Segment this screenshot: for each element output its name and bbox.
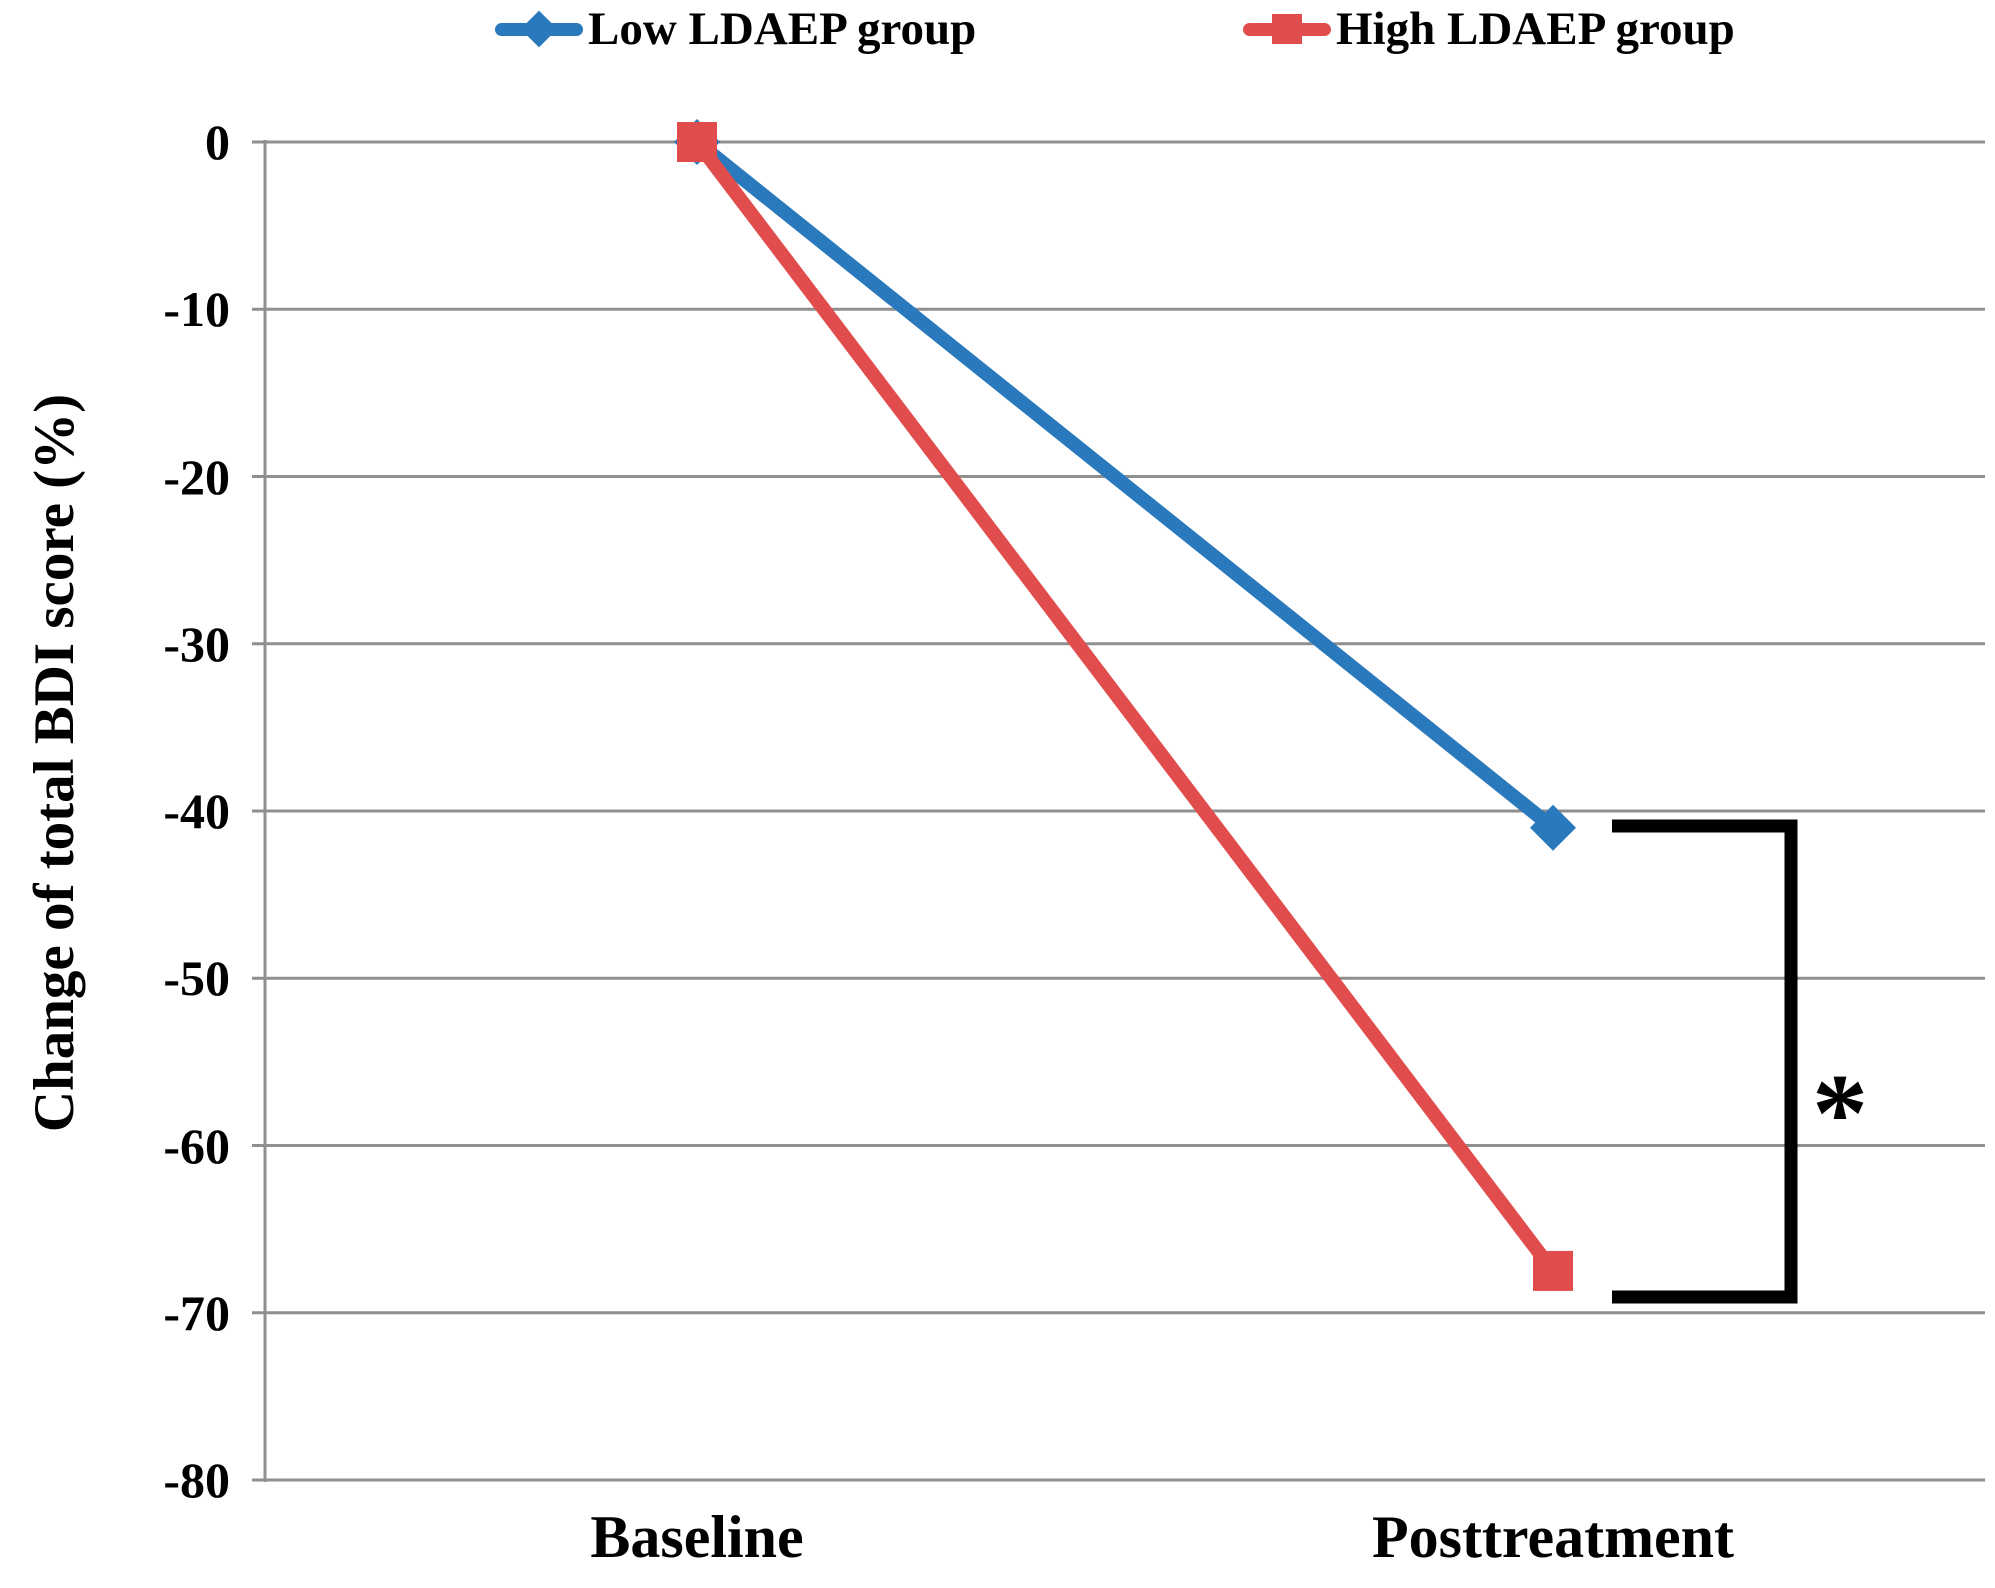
x-category-label: Posttreatment — [1371, 1504, 1735, 1570]
y-tick-label: -20 — [163, 448, 230, 505]
legend-item-low-ldaep: Low LDAEP group — [495, 0, 976, 58]
square-marker — [677, 122, 717, 162]
y-tick-label: -50 — [163, 950, 230, 1007]
y-tick-label: -40 — [163, 783, 230, 839]
x-category-label: Baseline — [590, 1504, 804, 1570]
y-tick-label: 0 — [205, 114, 230, 170]
y-tick-label: -60 — [163, 1117, 230, 1174]
legend-label-low-ldaep: Low LDAEP group — [588, 2, 977, 55]
square-marker-icon — [1272, 14, 1302, 44]
significance-asterisk: * — [1812, 1052, 1868, 1176]
legend-line-diamond-icon — [495, 10, 583, 48]
legend-label-high-ldaep: High LDAEP group — [1336, 2, 1735, 55]
legend-item-high-ldaep: High LDAEP group — [1243, 0, 1735, 58]
legend-line-square-icon — [1243, 14, 1331, 44]
diamond-marker — [1530, 804, 1576, 851]
square-marker — [1533, 1250, 1573, 1291]
series-line-low-ldaep-group — [692, 136, 1558, 834]
y-tick-label: -10 — [163, 281, 230, 338]
series-line-high-ldaep-group — [691, 137, 1559, 1276]
y-tick-label: -80 — [163, 1452, 230, 1508]
significance-bracket — [1612, 819, 1798, 1304]
y-tick-label: -70 — [163, 1284, 230, 1341]
y-tick-label: -30 — [163, 615, 230, 672]
